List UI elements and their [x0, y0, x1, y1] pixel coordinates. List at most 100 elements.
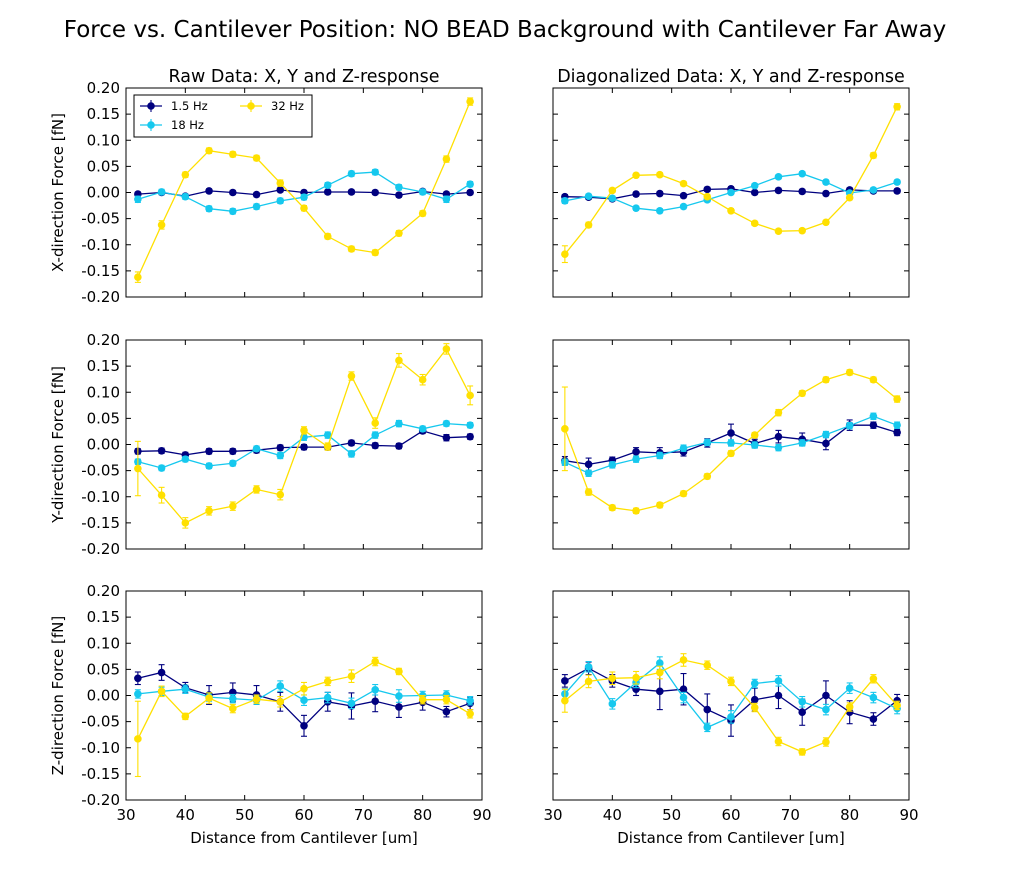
data-point: [656, 451, 664, 460]
data-point: [157, 188, 166, 196]
data-point: [561, 425, 569, 433]
y-axis-label: X-direction Force [fN]: [49, 113, 67, 272]
figure-title: Force vs. Cantilever Position: NO BEAD B…: [64, 17, 946, 43]
data-point: [205, 146, 213, 155]
data-point: [679, 693, 688, 702]
data-point: [229, 207, 237, 216]
data-point: [774, 173, 783, 181]
data-point: [347, 439, 356, 447]
x-tick-label: 50: [235, 806, 254, 824]
data-point: [229, 188, 237, 197]
data-point: [466, 432, 474, 441]
panel-title: Raw Data: X, Y and Z-response: [169, 67, 440, 87]
panel-raw-z: -0.20 -0.15 -0.10 -0.05 0.00 0.05 0.10 0.15 0.20…: [49, 582, 492, 847]
axes-frame: [125, 339, 483, 550]
data-point: [703, 438, 712, 447]
legend-marker: [147, 102, 155, 110]
data-point: [229, 502, 237, 510]
data-point: [371, 248, 380, 257]
legend: 1.5 Hz 18 Hz 32 Hz: [133, 94, 313, 138]
data-point: [276, 443, 285, 452]
x-tick-label: 60: [294, 806, 313, 824]
data-point: [371, 431, 380, 439]
axes-frame: [552, 339, 910, 550]
y-tick-label: -0.10: [81, 739, 120, 757]
panel-raw-y: -0.20 -0.15 -0.10 -0.05 0.00 0.05 0.10 0.15 0.20…: [49, 331, 483, 558]
data-point: [205, 204, 213, 213]
data-point: [205, 187, 213, 195]
legend-marker: [247, 102, 255, 110]
data-point: [323, 677, 332, 686]
legend-label: 32 Hz: [271, 99, 304, 113]
data-point: [750, 679, 759, 688]
data-point: [893, 421, 901, 429]
x-tick-label: 90: [899, 806, 918, 824]
data-point: [703, 185, 712, 194]
axes-frame: [552, 87, 910, 298]
data-point: [798, 187, 807, 196]
data-point: [347, 672, 356, 680]
data-point: [181, 170, 190, 179]
data-point: [418, 695, 427, 704]
data-point: [347, 372, 356, 380]
data-point: [395, 191, 403, 199]
data-point: [632, 673, 640, 682]
y-tick-label: -0.20: [81, 288, 120, 306]
y-tick-label: -0.20: [81, 791, 120, 809]
data-point: [323, 181, 332, 189]
data-point: [276, 451, 285, 460]
panel-raw-x: -0.20 -0.15 -0.10 -0.05 0.00 0.05 0.10 0.15 0.20…: [49, 67, 483, 306]
data-point: [466, 180, 474, 188]
data-point: [157, 687, 166, 696]
data-point: [300, 684, 308, 693]
panel-diag-x: Diagonalized Data: X, Y and Z-response: [552, 67, 910, 298]
data-point: [774, 737, 783, 746]
data-point: [893, 428, 901, 437]
data-point: [774, 227, 783, 235]
data-point: [632, 190, 640, 198]
data-point: [845, 421, 854, 430]
data-point: [632, 455, 640, 463]
data-point: [442, 707, 451, 716]
panel-title: Diagonalized Data: X, Y and Z-response: [557, 67, 905, 87]
data-point: [157, 668, 166, 677]
data-point: [347, 450, 356, 458]
data-point: [869, 375, 878, 384]
data-point: [229, 150, 237, 159]
x-tick-label: 30: [116, 806, 135, 824]
data-point: [869, 693, 878, 702]
data-point: [371, 168, 380, 176]
data-point: [774, 443, 783, 452]
y-tick-label: 0.00: [87, 436, 120, 454]
data-point: [466, 97, 474, 106]
y-tick-label: -0.15: [81, 514, 120, 532]
data-point: [395, 703, 403, 711]
data-point: [395, 229, 403, 238]
y-tick-label: -0.10: [81, 236, 120, 254]
data-point: [252, 485, 261, 494]
data-point: [774, 691, 783, 700]
series-32-hz: [561, 368, 901, 515]
series-32-hz: [134, 97, 474, 283]
x-tick-label: 90: [472, 806, 491, 824]
series-32-hz: [561, 653, 901, 756]
data-point: [229, 704, 237, 713]
data-point: [727, 677, 735, 686]
y-axis-label: Z-direction Force [fN]: [49, 616, 67, 776]
y-tick-label: -0.20: [81, 540, 120, 558]
data-point: [181, 712, 190, 721]
data-point: [181, 192, 190, 201]
y-tick-label: 0.10: [87, 383, 120, 401]
data-point: [608, 503, 617, 512]
data-point: [157, 221, 166, 229]
data-point: [750, 431, 759, 439]
data-point: [134, 690, 142, 698]
data-point: [845, 368, 854, 377]
data-point: [656, 189, 664, 198]
data-point: [822, 738, 830, 746]
axes-frame: [125, 590, 483, 801]
data-point: [466, 709, 474, 718]
data-point: [584, 488, 593, 496]
data-point: [727, 188, 735, 197]
